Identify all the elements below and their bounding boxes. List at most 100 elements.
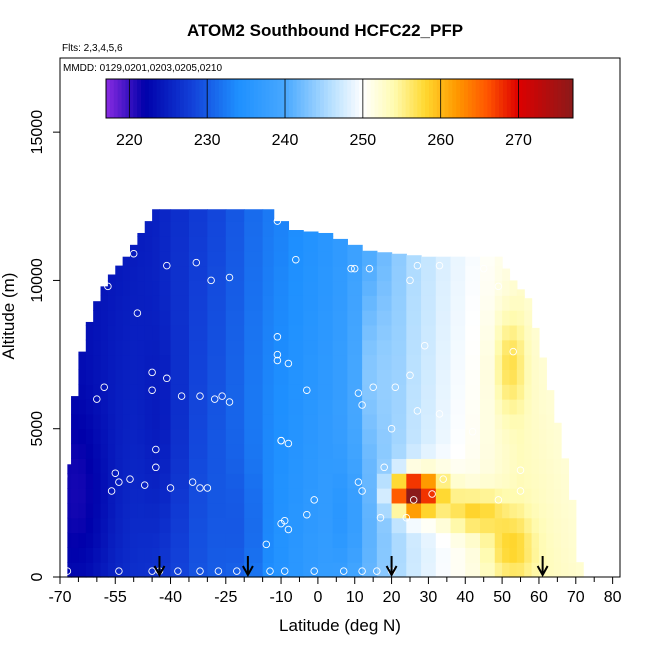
field-cell (107, 443, 116, 459)
field-cell (225, 413, 245, 430)
field-cell (188, 502, 208, 519)
field-cell (347, 399, 363, 415)
field-cell (159, 354, 172, 370)
field-cell (244, 473, 264, 489)
field-cell (207, 339, 227, 356)
field-cell (376, 413, 393, 430)
field-cell (100, 295, 109, 311)
field-cell (435, 532, 452, 548)
field-cell (262, 517, 275, 534)
field-cell (170, 324, 190, 341)
colorbar-swatch (320, 79, 325, 118)
colorbar-swatch (514, 79, 520, 118)
field-cell (362, 458, 378, 474)
field-cell (406, 458, 422, 474)
field-cell (376, 324, 393, 341)
colorbar-swatch (296, 79, 302, 118)
field-cell (435, 547, 452, 563)
field-cell (494, 369, 503, 385)
field-cell (376, 339, 393, 356)
field-cell (170, 458, 190, 474)
field-cell (262, 384, 275, 400)
field-cell (100, 562, 109, 578)
field-cell (225, 369, 245, 385)
field-cell (362, 562, 378, 578)
field-cell (480, 256, 496, 267)
field-cell (262, 443, 275, 459)
field-cell (107, 413, 116, 430)
field-cell (152, 354, 161, 370)
field-cell (107, 369, 116, 385)
field-cell (546, 562, 555, 578)
field-cell (531, 443, 540, 459)
field-cell (391, 324, 407, 341)
field-cell (225, 473, 245, 489)
field-cell (262, 428, 275, 445)
field-cell (159, 310, 172, 326)
field-cell (225, 532, 245, 548)
field-cell (78, 428, 87, 445)
colorbar-swatch (475, 79, 481, 118)
field-cell (435, 473, 452, 489)
field-cell (67, 488, 72, 504)
field-cell (159, 562, 172, 578)
field-cell (262, 235, 275, 252)
field-cell (122, 532, 131, 548)
colorbar-swatch (393, 79, 399, 118)
colorbar-swatch (378, 79, 383, 118)
field-cell (115, 280, 124, 296)
field-cell (347, 295, 363, 311)
field-cell (494, 339, 503, 356)
sample-point (140, 481, 149, 489)
field-cell (317, 413, 334, 430)
field-cell (538, 413, 547, 430)
field-cell (465, 532, 481, 548)
field-cell (480, 354, 496, 370)
field-cell (262, 310, 275, 326)
field-cell (207, 384, 227, 400)
field-cell (480, 339, 496, 356)
field-cell (137, 280, 146, 296)
field-cell (144, 443, 153, 459)
field-cell (465, 399, 481, 415)
field-cell (159, 280, 172, 296)
field-cell (159, 324, 172, 341)
field-cell (516, 547, 525, 563)
field-cell (188, 473, 208, 489)
field-cell (288, 310, 304, 326)
field-cell (144, 413, 153, 430)
field-cell (509, 324, 518, 341)
field-cell (288, 384, 304, 400)
field-cell (421, 428, 437, 445)
field-cell (273, 235, 290, 252)
field-cell (509, 502, 518, 519)
field-cell (516, 517, 525, 534)
field-cell (244, 209, 264, 222)
field-cell (303, 532, 319, 548)
field-cell (115, 562, 124, 578)
field-cell (262, 295, 275, 311)
field-cell (122, 324, 131, 341)
field-cell (450, 369, 466, 385)
field-cell (85, 562, 94, 578)
field-cell (137, 310, 146, 326)
field-cell (137, 428, 146, 445)
field-cell (137, 295, 146, 311)
field-cell (303, 324, 319, 341)
field-cell (115, 324, 124, 341)
field-cell (494, 532, 503, 548)
field-cell (137, 443, 146, 459)
sample-point (148, 368, 156, 377)
field-cell (288, 369, 304, 385)
field-cell (376, 443, 393, 459)
sample-point (174, 567, 182, 575)
field-cell (93, 428, 102, 445)
field-cell (122, 488, 131, 504)
field-cell (502, 428, 511, 445)
colorbar-swatch (339, 79, 344, 118)
field-cell (273, 488, 290, 504)
field-cell (465, 339, 481, 356)
field-cell (465, 369, 481, 385)
colorbar-swatch (106, 79, 111, 118)
field-cell (450, 339, 466, 356)
